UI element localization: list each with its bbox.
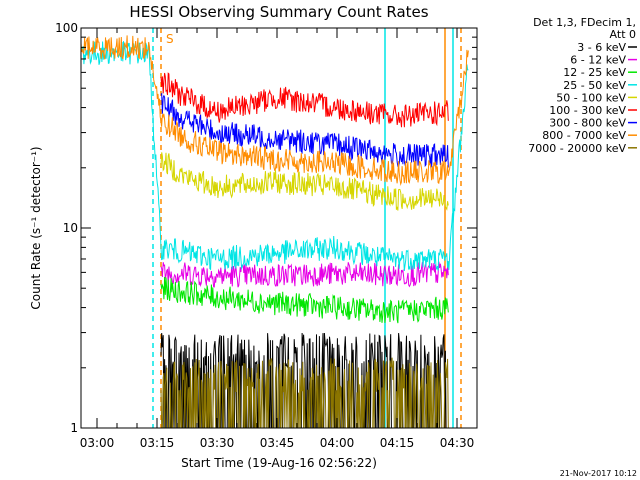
series-25-50-kev	[81, 41, 469, 272]
y-tick-label: 100	[55, 21, 78, 35]
legend-label-3-6-kev: 3 - 6 keV	[577, 41, 626, 54]
series-50-100-kev	[160, 152, 449, 211]
series-300-800-kev	[160, 92, 449, 168]
x-tick-label: 04:00	[320, 436, 355, 450]
x-tick-label: 04:15	[380, 436, 415, 450]
series-lines	[81, 35, 469, 428]
legend-label-300-800-kev: 300 - 800 keV	[549, 117, 626, 130]
series-7000-20000-kev	[160, 357, 449, 428]
annotation-s: S	[166, 32, 174, 46]
series-6-12-kev	[160, 261, 449, 288]
x-tick-label: 03:45	[260, 436, 295, 450]
series-800-7000-kev	[81, 35, 469, 187]
x-axis: 03:00 03:15 03:30 03:45 04:00 04:15 04:30	[80, 28, 478, 450]
y-tick-label: 10	[63, 221, 78, 235]
x-tick-label: 03:30	[200, 436, 235, 450]
chart-title: HESSI Observing Summary Count Rates	[129, 3, 428, 21]
y-tick-label: 1	[70, 421, 78, 435]
series-100-300-kev	[160, 72, 449, 128]
legend-header-line-1: Det 1,3, FDecim 1,	[533, 16, 636, 29]
legend-header-line-2: Att 0	[610, 28, 636, 41]
footer-timestamp: 21-Nov-2017 10:12	[560, 469, 637, 478]
legend-label-12-25-kev: 12 - 25 keV	[563, 66, 626, 79]
legend-label-100-300-kev: 100 - 300 keV	[549, 104, 626, 117]
annotations: S	[166, 32, 174, 46]
legend-label-50-100-kev: 50 - 100 keV	[556, 91, 626, 104]
x-axis-label: Start Time (19-Aug-16 02:56:22)	[181, 456, 377, 470]
legend-label-6-12-kev: 6 - 12 keV	[570, 54, 626, 67]
x-tick-label: 03:00	[80, 436, 115, 450]
series-12-25-kev	[160, 276, 449, 324]
x-tick-label: 03:15	[140, 436, 175, 450]
x-tick-label: 04:30	[440, 436, 475, 450]
legend-label-7000-20000-kev: 7000 - 20000 keV	[528, 142, 626, 155]
legend-label-800-7000-kev: 800 - 7000 keV	[542, 129, 626, 142]
y-axis: 1 10 100	[55, 21, 477, 435]
legend-label-25-50-kev: 25 - 50 keV	[563, 79, 626, 92]
y-axis-label: Count Rate (s⁻¹ detector⁻¹)	[29, 146, 43, 309]
